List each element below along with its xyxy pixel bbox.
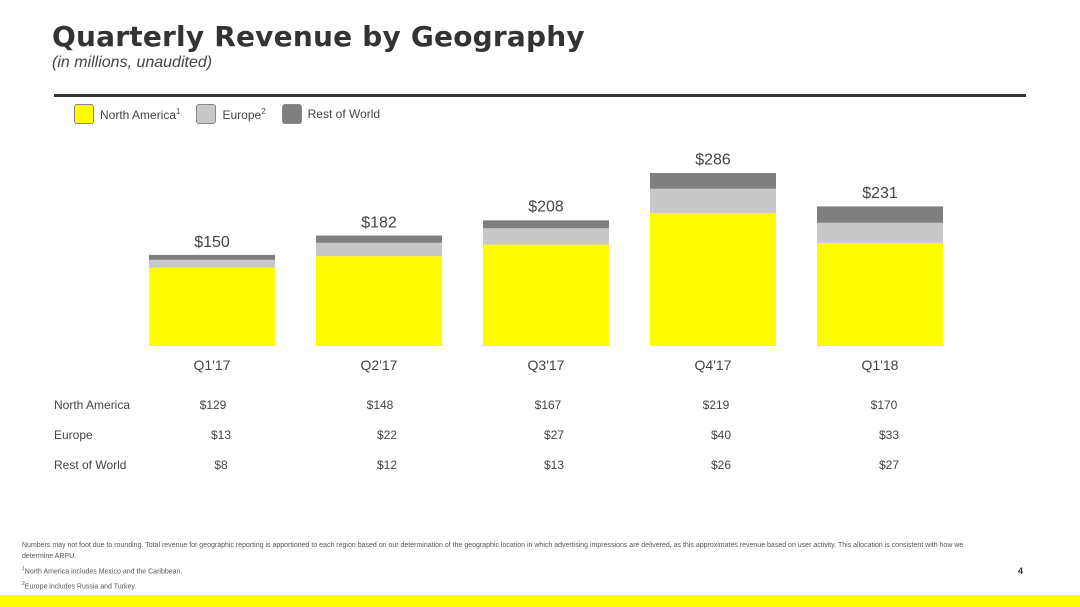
legend-label-rest-of-world: Rest of World bbox=[307, 107, 381, 121]
legend-item-europe: Europe2 bbox=[196, 104, 266, 124]
legend-item-north-america: North America1 bbox=[74, 104, 180, 124]
bar-segment-europe bbox=[483, 228, 609, 245]
x-tick-label: Q3'17 bbox=[528, 357, 565, 373]
footnote-1-text: North America includes Mexico and the Ca… bbox=[24, 568, 183, 576]
legend-swatch-europe bbox=[196, 104, 217, 124]
table-cell: $33 bbox=[878, 428, 900, 442]
bar-segment-europe bbox=[650, 188, 776, 214]
x-tick-label: Q4'17 bbox=[695, 357, 732, 373]
page-title: Quarterly Revenue by Geography bbox=[52, 20, 585, 53]
table-cell: $13 bbox=[543, 458, 565, 472]
bar-total-label: $286 bbox=[695, 151, 731, 168]
table-cell: $148 bbox=[366, 398, 394, 412]
brand-bottom-bar bbox=[0, 595, 1080, 607]
bar-segment-europe bbox=[149, 259, 275, 268]
table-cell: $167 bbox=[534, 398, 562, 412]
table-cell: $22 bbox=[376, 428, 398, 442]
footnote-2-text: Europe includes Russia and Turkey. bbox=[24, 583, 137, 591]
x-tick-label: Q1'17 bbox=[194, 357, 231, 373]
table-cell: $12 bbox=[376, 458, 398, 472]
bar-segment-europe bbox=[817, 222, 943, 243]
bar-segment-rest-of-world bbox=[149, 254, 275, 260]
x-tick-label: Q2'17 bbox=[361, 357, 398, 373]
table-cell: $27 bbox=[543, 428, 565, 442]
legend-item-rest-of-world: Rest of World bbox=[281, 104, 381, 124]
bar-total-label: $182 bbox=[361, 215, 397, 232]
footnote-2: 2Europe includes Russia and Turkey. bbox=[22, 579, 992, 592]
bar-total-label: $150 bbox=[194, 234, 230, 251]
title-divider bbox=[54, 94, 1026, 97]
footnote-1: 1North America includes Mexico and the C… bbox=[22, 564, 992, 577]
table-row-label: Rest of World bbox=[54, 458, 127, 472]
legend-footnote-marker: 2 bbox=[261, 106, 266, 116]
footnote-main: Numbers may not foot due to rounding. To… bbox=[22, 542, 964, 560]
bar-segment-north-america bbox=[817, 242, 943, 346]
legend-label-europe: Europe bbox=[222, 107, 262, 122]
table-cell: $26 bbox=[710, 458, 732, 472]
footnote-marker: 1 bbox=[22, 566, 25, 572]
legend-swatch-north-america bbox=[74, 104, 94, 124]
bar-segment-rest-of-world bbox=[817, 206, 943, 223]
table-row-label: North America bbox=[54, 398, 131, 412]
legend-swatch-rest-of-world bbox=[281, 104, 302, 124]
bar-segment-europe bbox=[316, 242, 442, 257]
bar-segment-north-america bbox=[149, 267, 275, 346]
table-cell: $219 bbox=[702, 398, 730, 412]
table-row-label: Europe bbox=[54, 428, 93, 442]
chart-legend: North America1 Europe2 Rest of World bbox=[74, 104, 396, 124]
legend-footnote-marker: 1 bbox=[176, 106, 181, 116]
bar-total-label: $231 bbox=[862, 185, 898, 202]
bar-segment-north-america bbox=[316, 256, 442, 346]
bar-total-label: $208 bbox=[528, 199, 564, 216]
bar-segment-north-america bbox=[650, 213, 776, 346]
page-subtitle: (in millions, unaudited) bbox=[52, 54, 213, 71]
x-tick-label: Q1'18 bbox=[862, 357, 899, 373]
bar-segment-rest-of-world bbox=[483, 220, 609, 229]
table-cell: $8 bbox=[214, 458, 228, 472]
table-cell: $40 bbox=[710, 428, 732, 442]
table-cell: $27 bbox=[878, 458, 900, 472]
footnotes: Numbers may not foot due to rounding. To… bbox=[22, 540, 992, 595]
bar-segment-north-america bbox=[483, 244, 609, 346]
footnote-marker: 2 bbox=[22, 581, 25, 588]
page-number: 4 bbox=[1018, 566, 1024, 576]
stacked-bar-chart: $150 Q1'17 $182 Q2'17 $208 Q3'17 $286 Q4'17 $231… bbox=[149, 151, 943, 373]
table-cell: $170 bbox=[870, 398, 898, 412]
table-cell: $129 bbox=[199, 398, 227, 412]
legend-label-north-america: North America bbox=[100, 107, 177, 122]
table-cell: $13 bbox=[210, 428, 232, 442]
bar-segment-rest-of-world bbox=[650, 173, 776, 189]
bar-segment-rest-of-world bbox=[316, 235, 442, 243]
